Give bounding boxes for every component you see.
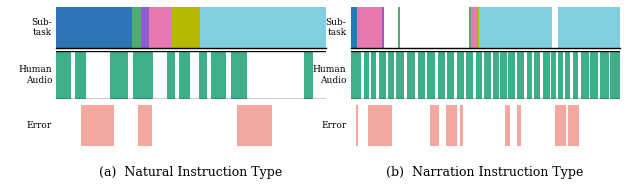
- Bar: [565, 51, 570, 99]
- Bar: [396, 51, 404, 99]
- Bar: [149, 7, 171, 48]
- Bar: [518, 51, 524, 99]
- Bar: [476, 51, 483, 99]
- Bar: [558, 51, 563, 99]
- Bar: [428, 51, 435, 99]
- Bar: [466, 51, 473, 99]
- Bar: [527, 51, 532, 99]
- Text: (b)  Narration Instruction Type: (b) Narration Instruction Type: [386, 166, 584, 179]
- Y-axis label: Human
Audio: Human Audio: [313, 65, 346, 85]
- Bar: [388, 51, 394, 99]
- Bar: [418, 51, 424, 99]
- Bar: [551, 51, 557, 99]
- Bar: [568, 106, 579, 146]
- Bar: [351, 51, 361, 99]
- Bar: [459, 106, 463, 146]
- Bar: [610, 51, 620, 99]
- Bar: [167, 51, 175, 99]
- Bar: [141, 7, 149, 48]
- Bar: [356, 106, 358, 146]
- Bar: [381, 7, 384, 48]
- Bar: [493, 51, 498, 99]
- Bar: [446, 106, 457, 146]
- Bar: [171, 7, 200, 48]
- Bar: [179, 51, 190, 99]
- Bar: [199, 51, 207, 99]
- Bar: [232, 51, 247, 99]
- Bar: [379, 51, 386, 99]
- Bar: [371, 51, 376, 99]
- Bar: [364, 51, 369, 99]
- Bar: [430, 106, 439, 146]
- Bar: [469, 7, 471, 48]
- Bar: [508, 51, 515, 99]
- Bar: [590, 51, 598, 99]
- Bar: [131, 7, 141, 48]
- Bar: [398, 7, 401, 48]
- Bar: [357, 7, 381, 48]
- Bar: [237, 106, 272, 146]
- Bar: [505, 106, 510, 146]
- Y-axis label: Error: Error: [321, 121, 346, 130]
- Bar: [581, 51, 589, 99]
- Bar: [457, 51, 464, 99]
- Bar: [110, 51, 128, 99]
- Bar: [555, 106, 566, 146]
- Bar: [517, 106, 521, 146]
- Bar: [304, 51, 314, 99]
- Bar: [573, 51, 578, 99]
- Y-axis label: Error: Error: [27, 121, 52, 130]
- Bar: [407, 51, 415, 99]
- Bar: [480, 7, 553, 48]
- Y-axis label: Human
Audio: Human Audio: [19, 65, 52, 85]
- Bar: [56, 7, 131, 48]
- Bar: [351, 7, 357, 48]
- Bar: [558, 7, 620, 48]
- Y-axis label: Sub-
task: Sub- task: [326, 18, 346, 37]
- Bar: [484, 51, 491, 99]
- Bar: [138, 106, 152, 146]
- Bar: [448, 51, 454, 99]
- Bar: [500, 51, 506, 99]
- Bar: [438, 51, 444, 99]
- Bar: [200, 7, 326, 48]
- Bar: [368, 106, 393, 146]
- Y-axis label: Sub-
task: Sub- task: [31, 18, 52, 37]
- Bar: [476, 7, 480, 48]
- Bar: [81, 106, 114, 146]
- Bar: [543, 51, 550, 99]
- Bar: [600, 51, 609, 99]
- Bar: [56, 51, 71, 99]
- Bar: [533, 51, 540, 99]
- Text: (a)  Natural Instruction Type: (a) Natural Instruction Type: [100, 166, 282, 179]
- Bar: [75, 51, 86, 99]
- Bar: [471, 7, 476, 48]
- Bar: [133, 51, 153, 99]
- Bar: [211, 51, 226, 99]
